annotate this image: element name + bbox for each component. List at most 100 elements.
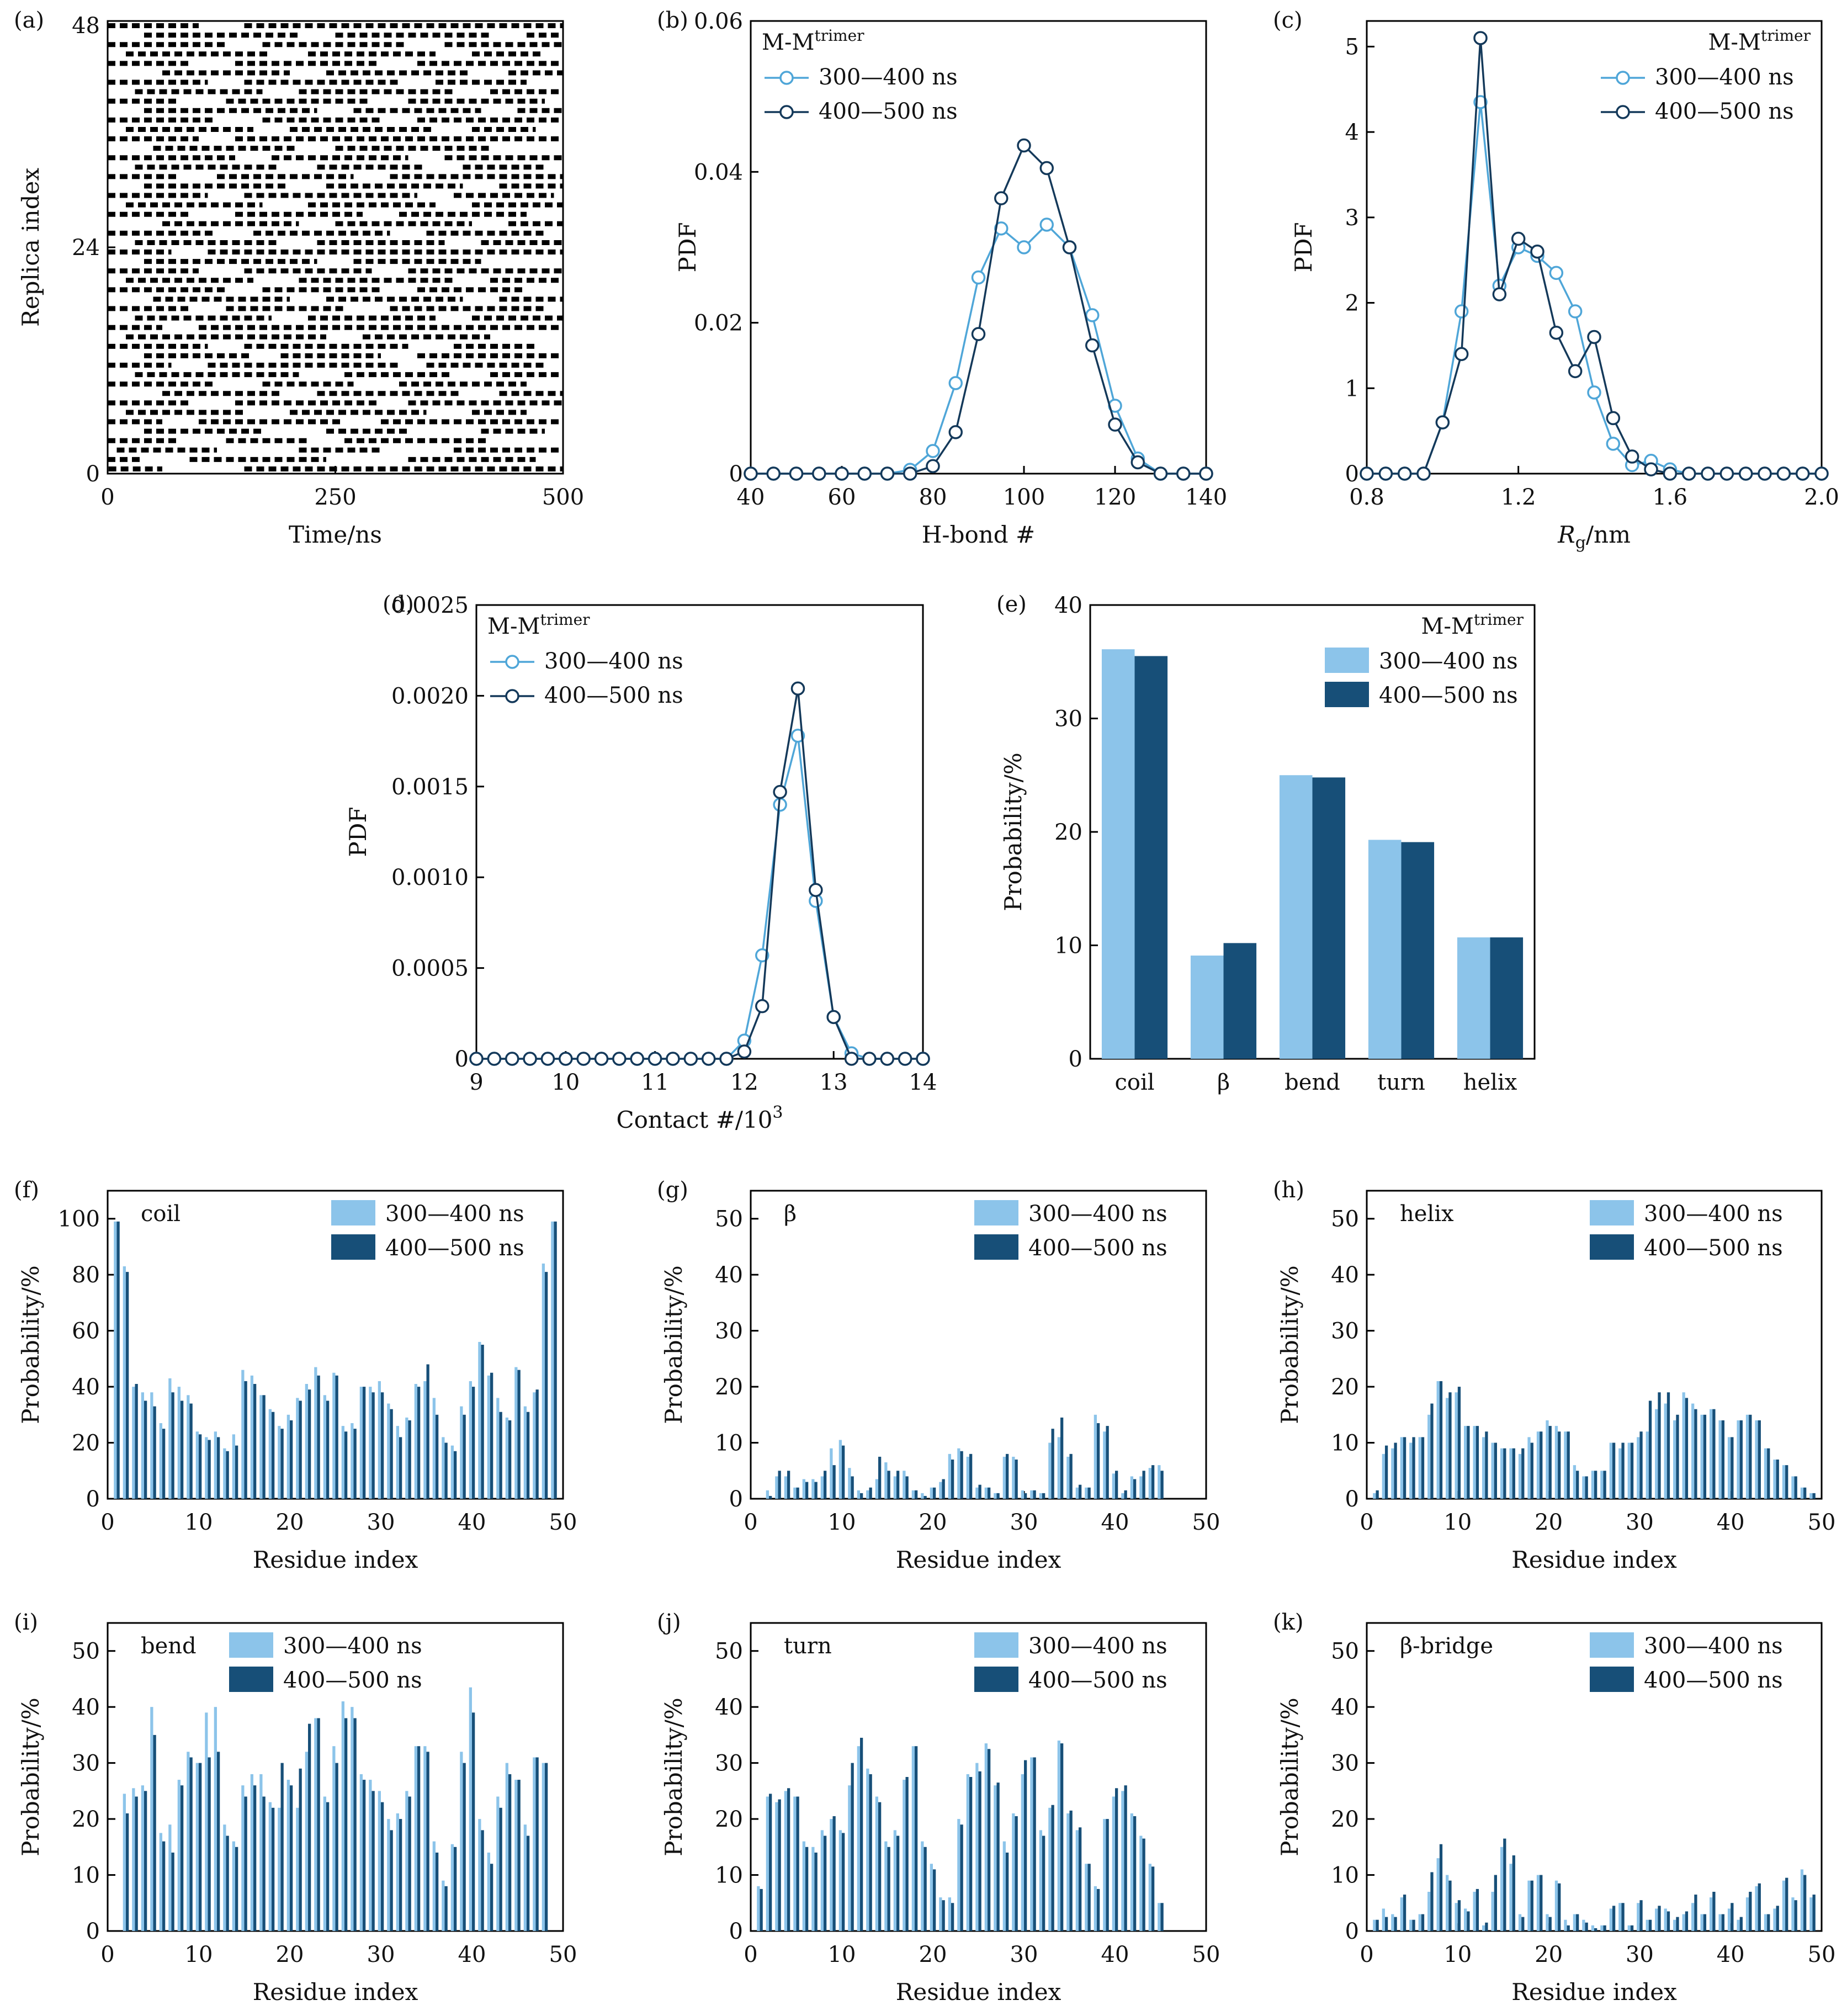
series-line — [751, 223, 1206, 475]
data-point — [1017, 240, 1031, 254]
bar — [1494, 1442, 1497, 1499]
bar — [1536, 1875, 1540, 1931]
bar — [1373, 1919, 1376, 1931]
bar — [1134, 656, 1168, 1059]
bar — [1473, 1426, 1476, 1499]
x-axis-label: Residue index — [896, 1546, 1062, 1573]
data-point — [789, 466, 804, 481]
legend-swatch — [229, 1632, 273, 1658]
bar — [1712, 1891, 1716, 1931]
y-tick-label: 10 — [1331, 1431, 1359, 1456]
legend-entry: 300—400 ns — [1379, 649, 1518, 674]
bar — [1158, 1903, 1161, 1931]
legend-entry: 300—400 ns — [819, 65, 958, 90]
bar — [290, 1420, 293, 1499]
bar — [1576, 1471, 1579, 1499]
data-point — [1085, 308, 1100, 322]
system-label-prefix: M-M — [1708, 30, 1760, 55]
bar — [396, 1813, 399, 1931]
x-tick-label: 20 — [276, 1942, 304, 1967]
data-point — [844, 1052, 859, 1066]
bar — [793, 1487, 797, 1499]
bar — [359, 1774, 363, 1931]
bar — [1112, 1796, 1115, 1931]
data-point — [1814, 466, 1829, 481]
y-tick-label: 0 — [1345, 1919, 1359, 1944]
y-tick-label: 3 — [1345, 205, 1359, 231]
data-point — [826, 1010, 841, 1025]
bar — [1418, 1914, 1421, 1931]
bar — [1139, 1835, 1143, 1931]
bar — [851, 1763, 854, 1931]
legend-swatch — [331, 1200, 375, 1225]
x-tick-label: 11 — [641, 1070, 669, 1095]
bar — [226, 1451, 229, 1499]
panel-k: (k) 0 10 20 30 40 50 0 10 20 30 40 50 Probability/% Re… — [1273, 1610, 1835, 2006]
bar — [921, 1841, 924, 1931]
bar — [487, 1852, 490, 1931]
bar — [757, 1886, 760, 1931]
bar — [444, 1442, 448, 1499]
bar — [423, 1746, 427, 1931]
legend-marker — [1616, 105, 1630, 119]
bar — [326, 1400, 330, 1499]
bar — [1097, 1423, 1100, 1499]
bar — [1148, 1468, 1151, 1499]
x-tick-label: 100 — [1003, 485, 1045, 510]
bar — [1621, 1442, 1625, 1499]
bar — [824, 1471, 827, 1499]
bar — [1612, 1442, 1616, 1499]
bar — [966, 1774, 969, 1931]
bar — [1718, 1420, 1722, 1499]
bar — [444, 1886, 448, 1931]
bar — [1160, 1903, 1164, 1931]
bar — [1536, 1431, 1540, 1499]
bar — [957, 1448, 960, 1499]
bar — [1085, 1487, 1088, 1499]
bar — [778, 1471, 781, 1499]
bar — [1376, 1919, 1379, 1931]
legend-swatch — [1590, 1234, 1634, 1260]
y-tick-label: 20 — [72, 1807, 100, 1832]
bar — [450, 1844, 454, 1931]
data-point — [594, 1052, 609, 1066]
bar — [126, 1813, 129, 1931]
y-axis-label: Probability/% — [660, 1265, 687, 1424]
data-point — [1625, 449, 1639, 464]
bar — [869, 1774, 872, 1931]
data-point — [1454, 347, 1469, 362]
x-tick-label: 9 — [469, 1070, 483, 1095]
bar — [253, 1785, 257, 1931]
system-label: M-Mtrimer — [762, 26, 864, 55]
bar — [787, 1788, 790, 1931]
y-tick-label: 0 — [1069, 1047, 1082, 1072]
y-tick-label: 0 — [1345, 1487, 1359, 1512]
bar — [214, 1707, 217, 1931]
bar — [1142, 1471, 1145, 1499]
bar — [1075, 1830, 1079, 1931]
bar — [878, 1802, 882, 1931]
bar — [554, 1221, 557, 1499]
bar — [177, 1780, 181, 1931]
bar — [832, 1465, 836, 1499]
x-tick-label: 50 — [549, 1510, 577, 1535]
bar — [775, 1476, 778, 1499]
x-tick-label: 2.0 — [1804, 485, 1839, 510]
y-axis-label: Probability/% — [1276, 1697, 1303, 1856]
bar — [1079, 1827, 1082, 1931]
bar — [1066, 1813, 1070, 1931]
bar — [1558, 1883, 1561, 1931]
bar — [1024, 1760, 1027, 1931]
data-point — [994, 221, 1009, 236]
bar — [1540, 1875, 1543, 1931]
bar — [1609, 1442, 1612, 1499]
data-point — [809, 883, 823, 897]
system-label: M-Mtrimer — [1421, 611, 1524, 639]
legend-entry: 400—500 ns — [385, 1235, 524, 1261]
data-point — [1199, 466, 1213, 481]
y-tick-label: 30 — [1331, 1319, 1359, 1344]
bar — [1646, 1431, 1649, 1499]
bar — [232, 1434, 235, 1499]
bar — [1658, 1906, 1661, 1931]
x-tick-label: 40 — [1101, 1942, 1129, 1967]
